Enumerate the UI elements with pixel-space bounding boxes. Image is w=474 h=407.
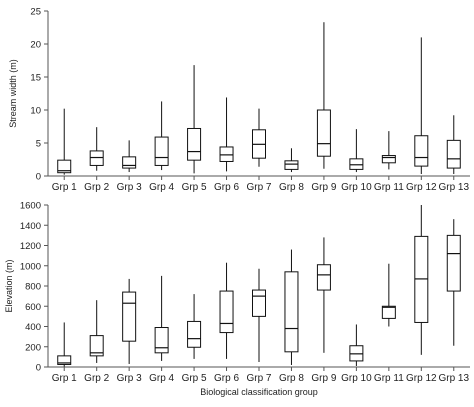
y-tick-label: 5 <box>36 139 41 150</box>
box-grp-4 <box>154 101 169 171</box>
box-grp-9 <box>316 237 331 353</box>
y-tick-label: 0 <box>36 363 41 374</box>
box-grp-13 <box>446 115 461 175</box>
iqr-box <box>219 290 234 334</box>
iqr-box <box>187 127 202 161</box>
box-grp-8 <box>284 148 299 173</box>
box-grp-8 <box>284 249 299 365</box>
y-tick-label: 400 <box>25 322 41 333</box>
x-tick-label: Grp 9 <box>311 373 336 384</box>
iqr-box <box>219 146 234 162</box>
y-tick-label: 200 <box>25 342 41 353</box>
box-grp-11 <box>381 263 396 327</box>
iqr-box <box>57 355 72 365</box>
iqr-box <box>122 156 137 169</box>
x-axis-title: Biological classification group <box>200 387 318 397</box>
x-tick-label: Grp 5 <box>182 182 207 193</box>
iqr-box <box>122 291 137 342</box>
x-tick-label: Grp 1 <box>52 373 77 384</box>
x-tick-label: Grp 7 <box>246 373 271 384</box>
iqr-box <box>154 136 169 166</box>
x-tick-label: Grp 3 <box>117 182 142 193</box>
iqr-box <box>89 335 104 357</box>
iqr-box <box>187 320 202 348</box>
box-grp-13 <box>446 219 461 346</box>
box-grp-6 <box>219 262 234 359</box>
y-tick-label: 1600 <box>20 201 41 212</box>
x-tick-label: Grp 13 <box>438 373 469 384</box>
box-grp-5 <box>187 294 202 359</box>
box-grp-7 <box>252 108 266 167</box>
box-grp-3 <box>122 278 137 364</box>
x-tick-label: Grp 9 <box>311 182 336 193</box>
box-grp-11 <box>381 131 396 170</box>
box-grp-1 <box>57 322 72 367</box>
iqr-box <box>381 155 396 164</box>
panel-2: 0 200 400 600 800 1000 1200 1400 1600 Elevation (… <box>4 201 470 397</box>
iqr-box <box>446 234 461 292</box>
box-grp-2 <box>89 300 104 363</box>
iqr-box <box>57 159 72 174</box>
x-tick-label: Grp 11 <box>374 373 404 384</box>
iqr-box <box>154 327 169 354</box>
box-grp-1 <box>57 108 72 175</box>
iqr-box <box>414 135 429 167</box>
x-tick-label: Grp 13 <box>438 182 469 193</box>
x-tick-label: Grp 1 <box>52 182 77 193</box>
box-grp-7 <box>252 268 266 362</box>
iqr-box <box>381 305 396 319</box>
box-grp-9 <box>316 22 331 169</box>
iqr-box <box>446 139 461 169</box>
panel-1: 0 5 10 15 20 25 Stream width (m) Grp 1 Grp 2 Grp … <box>8 7 470 193</box>
x-tick-label: Grp 6 <box>214 182 239 193</box>
x-tick-label: Grp 3 <box>117 373 142 384</box>
y-tick-label: 1200 <box>20 241 41 252</box>
iqr-box <box>284 271 299 353</box>
y-tick-label: 1400 <box>20 221 41 232</box>
box-grp-4 <box>154 275 169 361</box>
iqr-box <box>316 109 331 157</box>
x-tick-label: Grp 4 <box>149 182 174 193</box>
x-tick-label: Grp 2 <box>84 373 109 384</box>
y-tick-label: 0 <box>36 172 41 183</box>
y-tick-label: 800 <box>25 282 41 293</box>
y-tick-label: 1000 <box>20 261 41 272</box>
box-grp-10 <box>349 129 364 173</box>
box-grp-5 <box>187 65 202 174</box>
box-grp-12 <box>414 37 429 175</box>
x-tick-label: Grp 4 <box>149 373 174 384</box>
box-grp-6 <box>219 97 234 172</box>
x-tick-label: Grp 5 <box>182 373 207 384</box>
box-grp-2 <box>89 127 104 171</box>
iqr-box <box>252 289 266 317</box>
iqr-box <box>349 158 364 170</box>
box-grp-10 <box>349 324 364 366</box>
x-tick-label: Grp 8 <box>279 373 304 384</box>
x-tick-label: Grp 11 <box>374 182 404 193</box>
x-tick-label: Grp 8 <box>279 182 304 193</box>
x-tick-label: Grp 7 <box>246 182 271 193</box>
x-tick-label: Grp 12 <box>406 182 437 193</box>
y-tick-label: 10 <box>30 106 41 117</box>
box-grp-12 <box>414 205 429 355</box>
y-tick-label: 15 <box>30 73 41 84</box>
y-tick-label: 25 <box>30 7 41 18</box>
x-tick-label: Grp 6 <box>214 373 239 384</box>
iqr-box <box>89 150 104 166</box>
y-tick-label: 600 <box>25 302 41 313</box>
x-tick-label: Grp 2 <box>84 182 109 193</box>
x-tick-label: Grp 12 <box>406 373 437 384</box>
y-axis-title: Elevation (m) <box>4 259 14 312</box>
x-tick-label: Grp 10 <box>341 182 372 193</box>
iqr-box <box>284 160 299 170</box>
iqr-box <box>316 264 331 291</box>
x-tick-label: Grp 10 <box>341 373 372 384</box>
y-tick-label: 20 <box>30 40 41 51</box>
box-grp-3 <box>122 140 137 173</box>
y-axis-title: Stream width (m) <box>8 59 18 128</box>
